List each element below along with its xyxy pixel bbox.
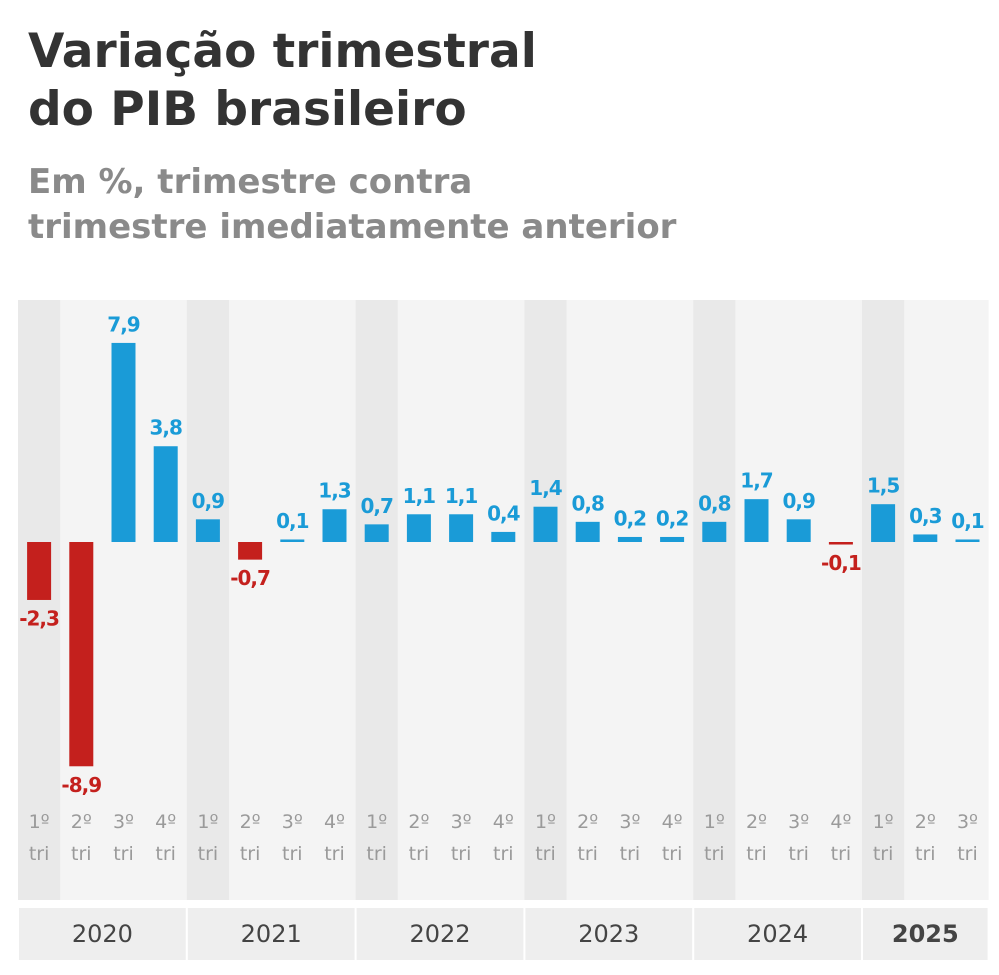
value-label: 0,2 (656, 506, 689, 530)
bar (913, 534, 938, 542)
value-label: 1,3 (318, 479, 351, 503)
value-label: 1,5 (867, 474, 900, 498)
year-stripe (186, 300, 229, 900)
x-tick-label: 3º tri (282, 811, 303, 865)
year-stripe (693, 300, 736, 900)
bar (533, 506, 558, 542)
bar (111, 342, 136, 542)
bar (153, 446, 178, 542)
year-box (19, 908, 186, 960)
year-label: 2021 (241, 920, 302, 948)
x-tick-label: 4º tri (493, 811, 514, 865)
bar (406, 514, 431, 542)
year-label: 2022 (409, 920, 470, 948)
bar (449, 514, 474, 542)
value-label: 0,9 (192, 489, 225, 513)
value-label: 0,3 (909, 504, 942, 528)
year-label: 2023 (578, 920, 639, 948)
value-label: 0,9 (782, 489, 815, 513)
value-label: 3,8 (149, 416, 182, 440)
value-label: 7,9 (107, 312, 140, 336)
x-tick-label: 2º tri (240, 811, 261, 865)
x-tick-label: 3º tri (619, 811, 640, 865)
bar (871, 504, 896, 542)
bar (491, 531, 516, 542)
bar (195, 519, 220, 542)
value-label: 0,1 (276, 509, 309, 533)
x-tick-label: 2º tri (915, 811, 936, 865)
x-tick-label: 1º tri (535, 811, 556, 865)
value-label: 1,7 (740, 469, 773, 493)
x-tick-label: 1º tri (873, 811, 894, 865)
bar (660, 536, 685, 542)
x-tick-label: 4º tri (324, 811, 345, 865)
x-tick-label: 2º tri (577, 811, 598, 865)
value-label: -0,7 (230, 566, 270, 590)
x-tick-label: 3º tri (451, 811, 472, 865)
bar (617, 536, 642, 542)
bar (955, 539, 980, 542)
value-label: 0,2 (614, 506, 647, 530)
x-tick-label: 2º tri (408, 811, 429, 865)
year-stripe (355, 300, 398, 900)
year-stripe (862, 300, 905, 900)
value-label: 0,4 (487, 501, 520, 525)
x-tick-label: 4º tri (662, 811, 683, 865)
bar (69, 542, 94, 767)
value-label: 1,1 (403, 484, 436, 508)
bar (575, 521, 600, 542)
bar (280, 539, 305, 542)
bar (364, 524, 389, 542)
year-box (863, 908, 988, 960)
x-tick-label: 4º tri (155, 811, 176, 865)
value-label: 0,8 (698, 491, 731, 515)
year-box (694, 908, 861, 960)
chart-subtitle: Em %, trimestre contra trimestre imediata… (28, 162, 677, 247)
year-label: 2024 (747, 920, 808, 948)
x-tick-label: 1º tri (197, 811, 218, 865)
value-label: -0,1 (821, 551, 861, 575)
x-tick-label: 2º tri (71, 811, 92, 865)
x-tick-label: 1º tri (366, 811, 387, 865)
bar (744, 499, 769, 542)
value-label: 1,1 (445, 484, 478, 508)
year-label: 2025 (892, 920, 959, 948)
year-label: 2020 (72, 920, 133, 948)
x-tick-label: 3º tri (788, 811, 809, 865)
year-stripe (524, 300, 567, 900)
x-tick-label: 2º tri (746, 811, 767, 865)
bar (702, 521, 727, 542)
year-stripe (18, 300, 61, 900)
value-label: 0,7 (360, 494, 393, 518)
x-tick-label: 1º tri (29, 811, 50, 865)
value-label: -2,3 (19, 606, 59, 630)
bar (27, 542, 52, 600)
x-tick-label: 4º tri (830, 811, 851, 865)
value-label: 1,4 (529, 476, 562, 500)
value-label: -8,9 (61, 773, 101, 797)
x-tick-label: 3º tri (957, 811, 978, 865)
value-label: 0,8 (571, 491, 604, 515)
bar (322, 509, 347, 542)
value-label: 0,1 (951, 509, 984, 533)
x-tick-label: 1º tri (704, 811, 725, 865)
bar (786, 519, 811, 542)
year-box (187, 908, 355, 960)
plot-background (18, 300, 989, 900)
year-box (356, 908, 524, 960)
bar (238, 542, 263, 560)
bar (828, 542, 853, 545)
x-tick-label: 3º tri (113, 811, 134, 865)
chart-title: Variação trimestral do PIB brasileiro (28, 24, 537, 137)
year-box (525, 908, 693, 960)
